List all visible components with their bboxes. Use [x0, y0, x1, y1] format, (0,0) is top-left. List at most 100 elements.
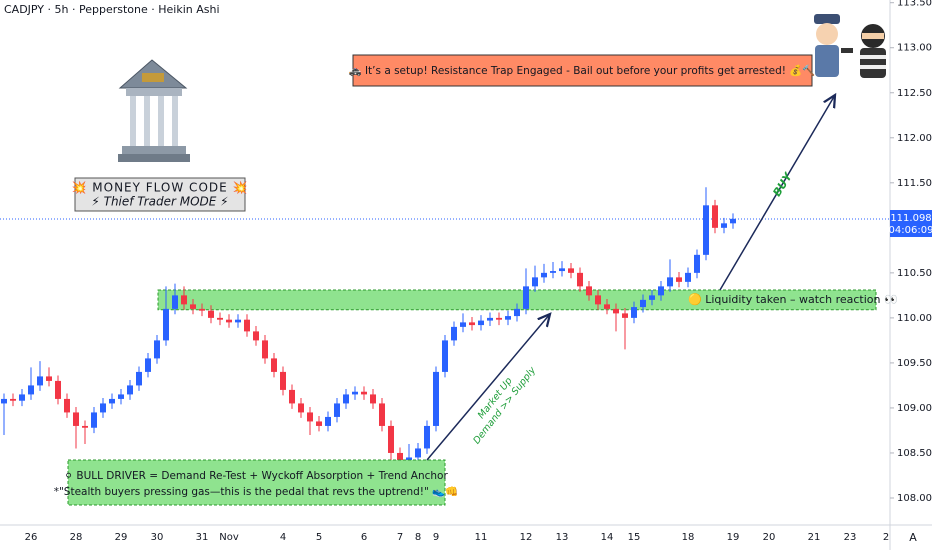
bull-driver-box: [67, 459, 446, 506]
candle-body: [568, 268, 574, 273]
candle-body: [10, 398, 16, 401]
candle-body: [82, 425, 88, 428]
y-tick-label: 112.000: [897, 133, 932, 144]
candle-body: [514, 308, 520, 317]
y-tick-label: 109.000: [897, 403, 932, 414]
candle-body: [469, 322, 475, 326]
candle-body: [424, 425, 430, 449]
auto-scale-button[interactable]: A: [909, 531, 917, 544]
candle-body: [730, 218, 736, 224]
candle-body: [685, 272, 691, 282]
candle-body: [136, 371, 142, 386]
liquidity-text: 🟡 Liquidity taken – watch reaction 👀: [688, 293, 898, 306]
candle-body: [91, 412, 97, 428]
candle-body: [163, 308, 169, 341]
candle-body: [460, 322, 466, 327]
last-price-label: 111.098: [890, 213, 931, 224]
candle-body: [676, 277, 682, 282]
candle-body: [361, 391, 367, 395]
countdown-label: 04:06:09: [889, 225, 932, 236]
y-tick-label: 113.500: [897, 0, 932, 9]
chart-title: CADJPY · 5h · Pepperstone · Heikin Ashi: [4, 3, 220, 16]
candle-body: [271, 358, 277, 372]
y-tick-label: 109.500: [897, 358, 932, 369]
x-tick-label: 4: [280, 532, 286, 543]
candle-body: [433, 371, 439, 426]
callout-box: [352, 54, 813, 87]
candle-body: [118, 394, 124, 399]
candle-body: [73, 412, 79, 426]
buy-arrow: [719, 95, 835, 291]
police-thief-illustration: [814, 14, 886, 78]
candle-body: [604, 304, 610, 309]
candle-body: [190, 304, 196, 309]
y-tick-label: 108.000: [897, 493, 932, 504]
candle-body: [145, 358, 151, 372]
candle-body: [397, 452, 403, 461]
candle-body: [28, 385, 34, 395]
candle-body: [370, 394, 376, 404]
x-tick-label: 5: [316, 532, 322, 543]
x-tick-label: 18: [682, 532, 695, 543]
candle-body: [19, 394, 25, 401]
candle-body: [586, 286, 592, 296]
x-tick-label: 19: [727, 532, 740, 543]
bull-driver-text: ⚪ BULL DRIVER = Demand Re-Test + Wyckoff…: [64, 470, 448, 482]
x-tick-label: 29: [115, 532, 128, 543]
candle-body: [631, 307, 637, 318]
candle-body: [649, 295, 655, 300]
money-flow-box: [74, 177, 246, 212]
candle-body: [721, 223, 727, 228]
candle-body: [541, 272, 547, 278]
plot: [0, 187, 890, 466]
y-tick-label: 112.500: [897, 88, 932, 99]
money-flow-mode: ⚡ Thief Trader MODE ⚡: [91, 195, 228, 209]
x-tick-label: 14: [601, 532, 614, 543]
y-tick-label: 108.500: [897, 448, 932, 459]
candle-body: [109, 398, 115, 404]
market-arrow: [426, 314, 550, 461]
x-tick-label: 30: [151, 532, 164, 543]
candle-body: [343, 394, 349, 404]
candle-body: [289, 389, 295, 404]
candle-body: [37, 376, 43, 386]
candle-body: [523, 286, 529, 309]
candle-body: [388, 425, 394, 453]
x-tick-label: 11: [475, 532, 488, 543]
candle-body: [307, 412, 313, 422]
candle-body: [712, 205, 718, 228]
candle-body: [199, 308, 205, 311]
candle-body: [181, 295, 187, 305]
x-tick-label: 6: [361, 532, 367, 543]
x-tick-label: 8: [415, 532, 421, 543]
candle-body: [334, 403, 340, 417]
candle-body: [406, 457, 412, 461]
y-tick-label: 113.000: [897, 43, 932, 54]
candle-body: [325, 416, 331, 426]
candle-body: [217, 317, 223, 320]
candle-body: [100, 403, 106, 413]
candle-body: [172, 295, 178, 309]
candle-body: [316, 421, 322, 426]
candle-body: [64, 398, 70, 413]
candle-body: [55, 380, 61, 399]
candle-body: [280, 371, 286, 390]
candle-body: [253, 331, 259, 341]
candle-body: [244, 319, 250, 332]
x-tick-label: 2: [883, 532, 889, 543]
candle-body: [550, 271, 556, 273]
candle-body: [127, 385, 133, 395]
x-tick-label: 9: [433, 532, 439, 543]
candle-body: [667, 277, 673, 287]
candle-body: [577, 272, 583, 287]
x-tick-label: 12: [520, 532, 533, 543]
candle-body: [694, 254, 700, 273]
candle-body: [658, 286, 664, 296]
candle-body: [487, 317, 493, 321]
candle-body: [451, 326, 457, 341]
x-tick-label: 23: [844, 532, 857, 543]
candle-body: [496, 317, 502, 320]
candle-body: [595, 295, 601, 305]
y-tick-label: 110.000: [897, 313, 932, 324]
